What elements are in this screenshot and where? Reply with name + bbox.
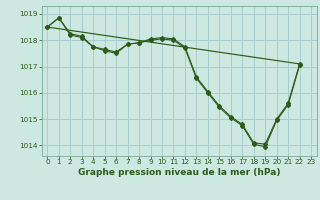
X-axis label: Graphe pression niveau de la mer (hPa): Graphe pression niveau de la mer (hPa) (78, 168, 280, 177)
